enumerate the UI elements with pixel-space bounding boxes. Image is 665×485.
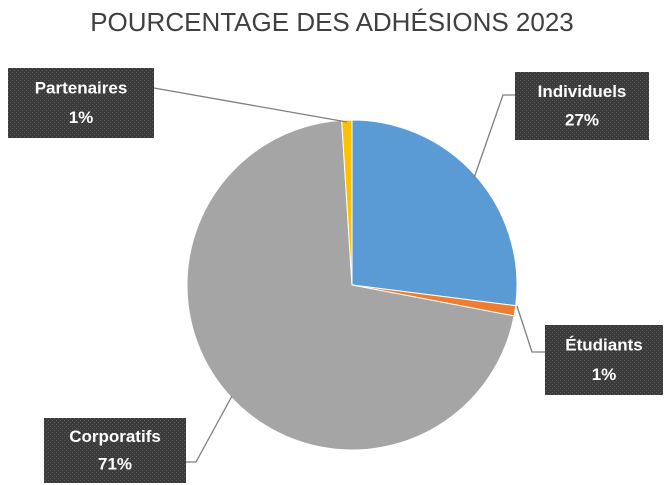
label-box <box>8 68 154 138</box>
label-box <box>545 325 663 395</box>
pie-slice <box>341 119 353 286</box>
category-label: Partenaires <box>35 78 128 97</box>
category-label: Étudiants <box>565 335 642 354</box>
leader-line <box>186 395 233 463</box>
label-box <box>44 418 186 483</box>
value-label: 27% <box>565 110 599 129</box>
pie-slice <box>351 119 518 307</box>
pie-slice <box>186 119 515 451</box>
value-label: 71% <box>98 454 132 473</box>
label-box <box>515 72 649 140</box>
leader-line <box>516 305 545 353</box>
leader-line <box>473 94 515 179</box>
chart-title: POURCENTAGE DES ADHÉSIONS 2023 <box>90 7 574 37</box>
leader-line <box>153 87 348 123</box>
value-label: 1% <box>69 108 94 127</box>
value-label: 1% <box>592 365 617 384</box>
category-label: Corporatifs <box>69 427 161 446</box>
category-label: Individuels <box>538 82 627 101</box>
